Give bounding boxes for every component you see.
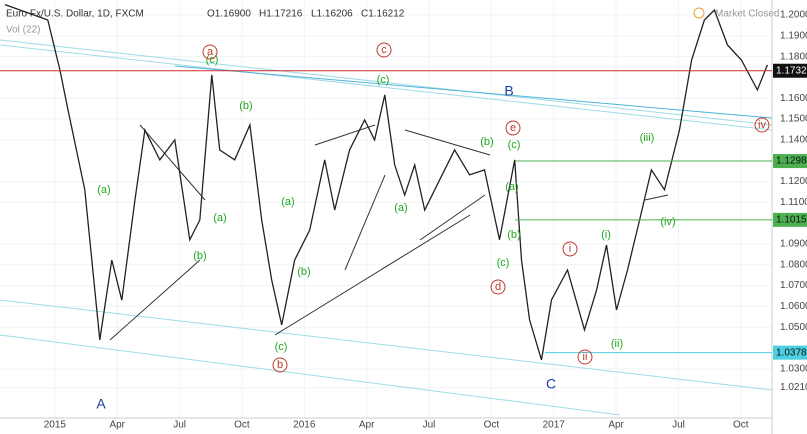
wave-label: e bbox=[510, 122, 516, 134]
x-tick-label: Oct bbox=[484, 420, 500, 431]
wave-label: (b) bbox=[297, 266, 310, 278]
trend-line bbox=[109, 259, 201, 341]
y-tick-label: 1.07000 bbox=[780, 280, 807, 291]
y-tick-label: 1.19000 bbox=[780, 30, 807, 41]
price-level-label: 1.03780 bbox=[776, 347, 807, 358]
volume-label: Vol (22) bbox=[6, 25, 40, 36]
wave-label: C bbox=[546, 376, 556, 392]
grid bbox=[0, 0, 772, 418]
trend-line bbox=[139, 124, 206, 201]
price-level-box bbox=[773, 212, 807, 227]
y-tick-label: 1.08000 bbox=[780, 259, 807, 270]
wave-label: (i) bbox=[601, 229, 611, 241]
price-level-box bbox=[773, 154, 807, 169]
price-level-label: 1.12983 bbox=[776, 156, 807, 167]
wave-circle bbox=[505, 120, 521, 136]
wave-label: (c) bbox=[497, 257, 510, 269]
x-tick-label: Oct bbox=[733, 420, 749, 431]
ohlc-close: C1.16212 bbox=[361, 9, 405, 20]
chart-title: Euro Fx/U.S. Dollar, 1D, FXCM bbox=[6, 9, 144, 20]
wave-circle bbox=[202, 44, 218, 60]
wave-label: b bbox=[277, 359, 283, 371]
wave-label: (c) bbox=[508, 139, 521, 151]
wave-circle bbox=[490, 279, 506, 295]
wave-label: (b) bbox=[480, 136, 493, 148]
wave-label: i bbox=[569, 243, 571, 255]
y-tick-label: 1.14000 bbox=[780, 135, 807, 146]
y-tick-label: 1.02100 bbox=[780, 382, 807, 393]
price-level-label: 1.17322 bbox=[776, 65, 807, 76]
y-tick-label: 1.12000 bbox=[780, 176, 807, 187]
y-tick-label: 1.09000 bbox=[780, 239, 807, 250]
x-tick-label: Jul bbox=[173, 420, 186, 431]
trend-line bbox=[419, 194, 486, 241]
wave-label: B bbox=[504, 83, 513, 99]
wave-circle bbox=[577, 349, 593, 365]
y-tick-label: 1.15000 bbox=[780, 114, 807, 125]
wave-label: ii bbox=[583, 351, 588, 363]
x-tick-label: 2017 bbox=[543, 420, 566, 431]
y-tick-label: 1.06000 bbox=[780, 301, 807, 312]
x-tick-label: Apr bbox=[109, 420, 125, 431]
wave-circle bbox=[272, 357, 288, 373]
ohlc-low: L1.16206 bbox=[311, 9, 353, 20]
wave-label: d bbox=[495, 281, 501, 293]
trend-line bbox=[314, 124, 376, 146]
wave-label: (a) bbox=[505, 181, 518, 193]
wave-label: (b) bbox=[239, 100, 252, 112]
trend-line bbox=[344, 174, 386, 271]
wave-label: (c) bbox=[377, 74, 390, 86]
wave-label: c bbox=[381, 44, 387, 56]
channel-line bbox=[0, 44, 773, 131]
trend-lines bbox=[0, 39, 773, 416]
x-tick-label: 2015 bbox=[44, 420, 67, 431]
wave-label: a bbox=[207, 46, 214, 58]
status-icon bbox=[693, 7, 705, 19]
wave-label: (b) bbox=[193, 250, 206, 262]
wave-circle bbox=[376, 42, 392, 58]
wave-label: A bbox=[96, 396, 106, 412]
x-tick-label: Jul bbox=[423, 420, 436, 431]
x-tick-label: Apr bbox=[359, 420, 375, 431]
trend-line bbox=[404, 129, 491, 156]
market-status: Market Closed bbox=[715, 9, 779, 20]
wave-label: (a) bbox=[394, 202, 407, 214]
price-level-box bbox=[773, 345, 807, 360]
wave-label: (a) bbox=[213, 212, 226, 224]
ohlc-high: H1.17216 bbox=[259, 9, 303, 20]
wave-label: (iii) bbox=[640, 132, 655, 144]
wave-circle bbox=[562, 241, 578, 257]
x-tick-label: Oct bbox=[234, 420, 250, 431]
trend-line bbox=[274, 214, 471, 336]
y-tick-label: 1.16000 bbox=[780, 93, 807, 104]
wave-label: (a) bbox=[97, 184, 110, 196]
y-tick-label: 1.03000 bbox=[780, 364, 807, 375]
wave-label: (iv) bbox=[660, 216, 675, 228]
price-level-box bbox=[773, 63, 807, 78]
wave-circle bbox=[754, 117, 770, 133]
wave-label: (ii) bbox=[611, 338, 623, 350]
channel-line bbox=[174, 65, 773, 119]
wave-label: (a) bbox=[281, 196, 294, 208]
wave-label: (c) bbox=[275, 341, 288, 353]
wave-label: iv bbox=[758, 119, 766, 131]
y-tick-label: 1.05000 bbox=[780, 322, 807, 333]
wave-label: (b) bbox=[507, 229, 520, 241]
channel-line bbox=[0, 334, 621, 416]
ohlc-open: O1.16900 bbox=[207, 9, 251, 20]
x-tick-label: Apr bbox=[608, 420, 624, 431]
x-tick-label: 2016 bbox=[293, 420, 316, 431]
y-tick-label: 1.18000 bbox=[780, 51, 807, 62]
price-level-label: 1.10158 bbox=[776, 215, 807, 226]
y-tick-label: 1.20000 bbox=[780, 10, 807, 21]
y-tick-label: 1.11000 bbox=[780, 197, 807, 208]
channel-line bbox=[0, 299, 773, 391]
x-tick-label: Jul bbox=[672, 420, 685, 431]
trend-line bbox=[644, 194, 669, 201]
channel-line bbox=[0, 39, 773, 126]
price-line bbox=[4, 3, 769, 361]
